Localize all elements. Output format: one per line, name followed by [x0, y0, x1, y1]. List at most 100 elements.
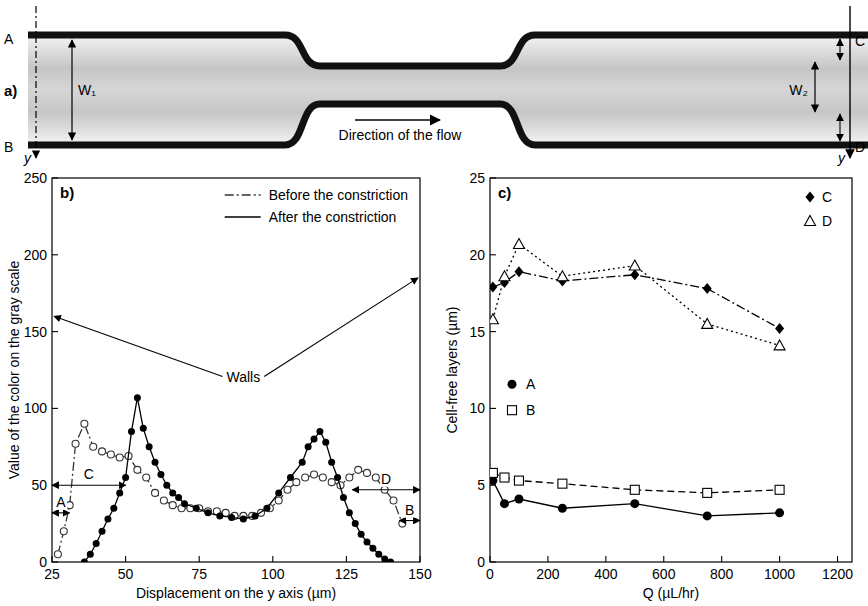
x-tick-label: 400	[594, 566, 618, 582]
point-label: B	[4, 139, 13, 155]
marker	[775, 508, 784, 517]
plot-frame	[52, 178, 420, 562]
annotation-label: C	[84, 466, 94, 482]
series-group	[54, 394, 405, 562]
y-tick	[490, 331, 496, 332]
legend-label: C	[822, 189, 832, 205]
flow-label: Direction of the flow	[339, 127, 463, 143]
marker	[110, 505, 117, 512]
x-tick	[346, 556, 347, 562]
y-axis-title: Value of the color on the gray scale	[6, 261, 22, 480]
marker	[372, 474, 379, 481]
marker	[703, 283, 712, 294]
layer-arrow	[52, 485, 126, 486]
layer-arrow	[52, 512, 70, 513]
marker	[328, 479, 335, 486]
marker	[703, 511, 712, 520]
marker	[322, 439, 329, 446]
marker	[252, 512, 259, 519]
marker	[90, 443, 97, 450]
flow-arrow	[355, 119, 440, 121]
plot-frame	[490, 178, 852, 562]
layer-arrow	[839, 114, 840, 141]
axis-label: y	[23, 150, 32, 166]
marker	[558, 504, 567, 513]
marker	[364, 539, 371, 546]
series-line	[58, 424, 402, 555]
marker	[629, 260, 640, 270]
marker	[134, 466, 141, 473]
y-tick	[490, 254, 496, 255]
width-label: W₁	[78, 82, 96, 98]
marker	[500, 473, 509, 482]
marker	[72, 440, 79, 447]
chart-panel: 0200400600800100012000510152025Q (µL/hr)…	[444, 170, 853, 601]
marker	[66, 502, 73, 509]
marker	[299, 459, 306, 466]
marker	[128, 428, 135, 435]
marker	[514, 495, 523, 504]
marker	[630, 485, 639, 494]
marker	[334, 474, 341, 481]
marker	[302, 474, 309, 481]
marker	[390, 497, 397, 504]
annotation-label: D	[381, 471, 391, 487]
x-tick	[125, 556, 126, 562]
y-tick-label: 50	[31, 477, 47, 493]
marker	[305, 443, 312, 450]
marker	[311, 436, 318, 443]
x-tick	[547, 556, 548, 562]
marker	[514, 266, 523, 277]
marker	[514, 476, 523, 485]
marker	[169, 502, 176, 509]
marker	[160, 497, 167, 504]
y-tick	[52, 408, 58, 409]
marker	[399, 520, 406, 527]
x-axis-title: Displacement on the y axis (µm)	[136, 585, 336, 601]
marker	[775, 323, 784, 334]
marker	[311, 471, 318, 478]
marker	[240, 515, 247, 522]
y-tick	[490, 177, 496, 178]
marker	[116, 454, 123, 461]
legend-label: D	[822, 213, 832, 229]
marker	[93, 540, 100, 547]
layer-arrow	[839, 39, 840, 60]
marker	[381, 555, 388, 562]
legend: Before the constrictionAfter the constri…	[225, 187, 408, 225]
marker	[193, 505, 200, 512]
channel-wall	[28, 104, 868, 145]
marker	[143, 474, 150, 481]
figure: yABa)W₁yCDW₂Direction of the flow2550751…	[0, 0, 868, 606]
series-group	[490, 239, 785, 521]
channel-interior	[28, 35, 868, 145]
marker	[275, 489, 282, 496]
marker	[364, 469, 371, 476]
marker	[316, 428, 323, 435]
x-tick	[489, 556, 490, 562]
series-line	[493, 244, 780, 345]
marker	[293, 479, 300, 486]
panel-label: b)	[60, 184, 74, 201]
chart-panel: 255075100125150050100150200250Displaceme…	[6, 170, 432, 601]
y-tick-label: 250	[24, 170, 48, 186]
marker	[490, 468, 497, 477]
legend-label: A	[526, 376, 536, 392]
marker	[81, 559, 88, 563]
marker	[346, 509, 353, 516]
axis-label: y	[837, 150, 846, 166]
series-line	[493, 272, 780, 329]
x-tick	[605, 556, 606, 562]
annotation-arrow	[54, 316, 223, 376]
marker	[287, 474, 294, 481]
y-tick-label: 10	[469, 400, 485, 416]
y-tick	[52, 561, 58, 562]
marker	[263, 505, 270, 512]
marker	[140, 425, 147, 432]
y-tick-label: 25	[469, 170, 485, 186]
legend-label: B	[526, 402, 535, 418]
channel-wall	[28, 35, 868, 66]
annotation-arrow	[264, 278, 418, 377]
annotation-label: Walls	[227, 369, 261, 385]
marker	[775, 485, 784, 494]
